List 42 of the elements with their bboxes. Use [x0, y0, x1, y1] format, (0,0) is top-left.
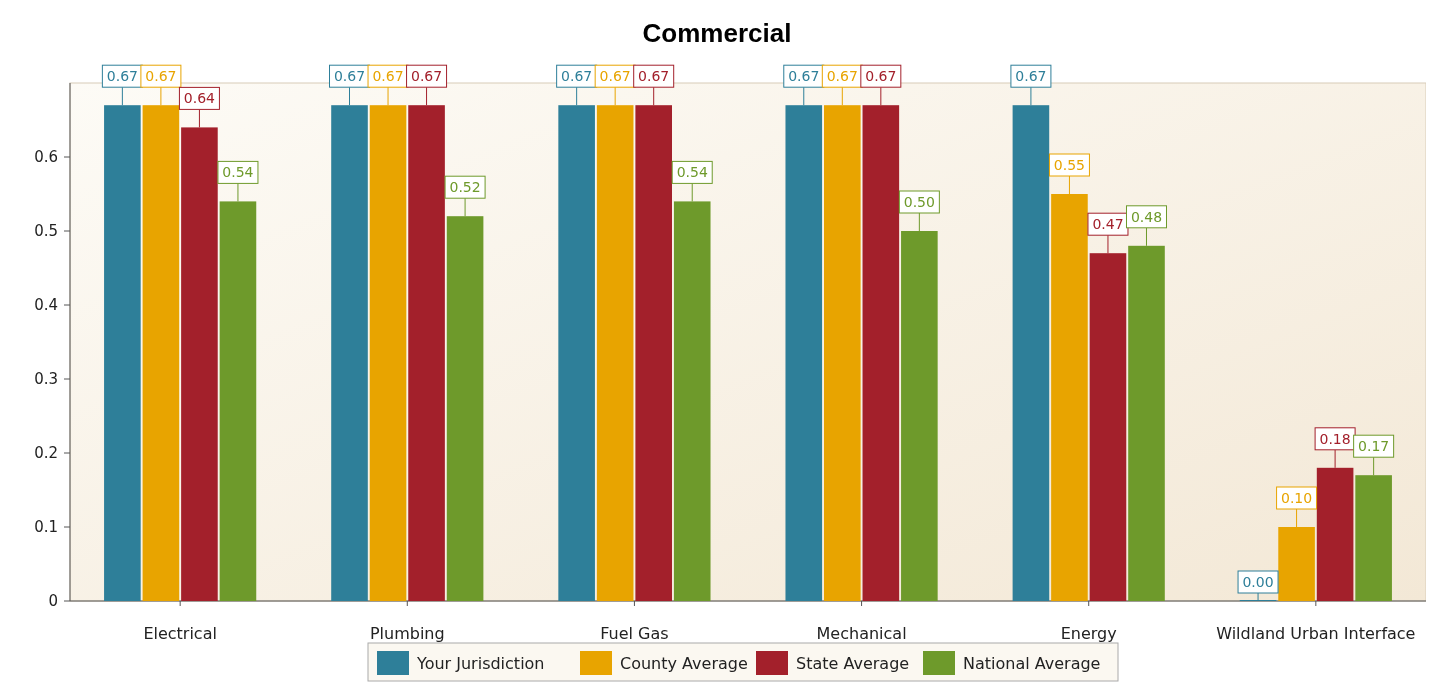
data-label: 0.67: [788, 68, 820, 85]
data-label: 0.67: [826, 68, 858, 85]
data-label: 0.10: [1280, 490, 1313, 506]
data-label: 0.67: [1015, 68, 1047, 85]
legend-label: National Average: [963, 654, 1101, 673]
data-label: 0.67: [106, 68, 138, 85]
data-label: 0.55: [1053, 157, 1086, 173]
data-label: 0.54: [676, 164, 708, 181]
x-tick-label: Electrical: [143, 624, 217, 643]
x-tick-label: Energy: [1060, 624, 1117, 643]
y-tick-label: 0.2: [34, 444, 58, 462]
data-label: 0.67: [410, 68, 443, 85]
data-label: 0.48: [1130, 208, 1163, 225]
y-tick-label: 0.5: [34, 222, 58, 240]
chart-title: Commercial: [642, 18, 792, 48]
data-label: 0.17: [1358, 438, 1390, 455]
y-tick-label: 0.1: [34, 518, 58, 536]
data-label: 0.67: [372, 68, 404, 85]
data-label: 0.00: [1242, 574, 1274, 590]
data-label: 0.67: [145, 68, 177, 85]
data-label: 0.52: [449, 179, 481, 196]
data-label: 0.50: [903, 194, 935, 210]
data-label: 0.54: [222, 164, 254, 181]
y-tick-label: 0.6: [34, 148, 58, 166]
legend-label: Your Jurisdiction: [416, 654, 545, 673]
legend-label: State Average: [796, 654, 910, 673]
x-tick-label: Fuel Gas: [600, 624, 669, 643]
data-label: 0.67: [599, 68, 631, 85]
x-tick-label: Plumbing: [369, 624, 445, 643]
data-label: 0.67: [638, 68, 670, 85]
data-label: 0.67: [865, 68, 897, 85]
data-label: 0.47: [1092, 216, 1124, 233]
x-tick-label: Mechanical: [816, 624, 907, 643]
data-label: 0.67: [561, 68, 593, 85]
legend-label: County Average: [620, 654, 748, 673]
data-label: 0.67: [333, 68, 366, 85]
data-label: 0.64: [183, 90, 216, 107]
x-tick-label: Wildland Urban Interface: [1216, 624, 1416, 643]
y-tick-label: 0.4: [34, 296, 58, 314]
data-label: 0.18: [1319, 430, 1351, 447]
y-tick-label: 0.3: [34, 370, 58, 388]
y-tick-label: 0: [48, 592, 58, 610]
